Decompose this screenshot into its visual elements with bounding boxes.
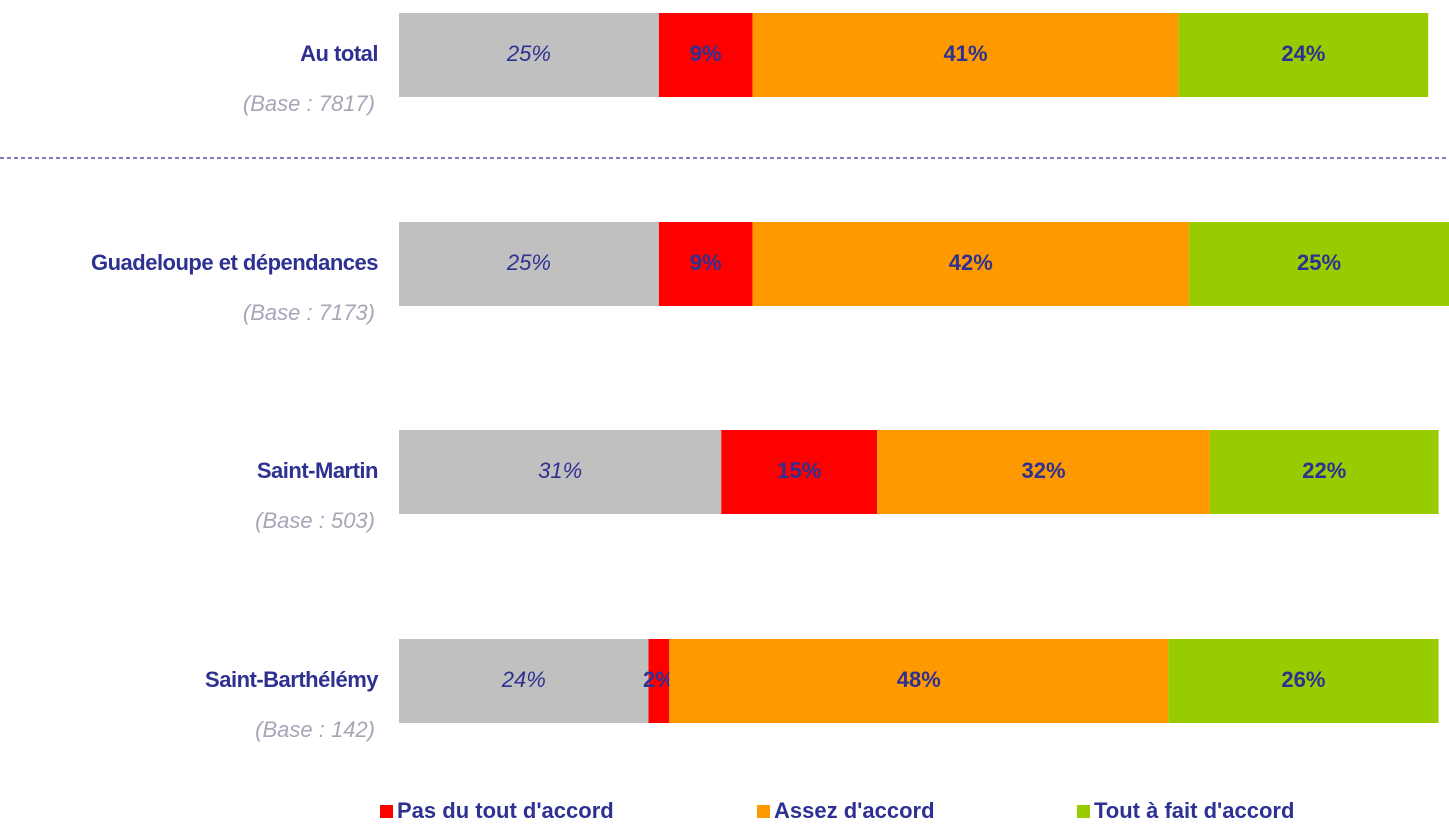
bar-segment <box>648 639 670 723</box>
value-label: 24% <box>501 667 546 692</box>
value-label: 26% <box>1281 667 1325 692</box>
value-label: 41% <box>944 41 988 66</box>
bar-segment <box>1209 430 1439 514</box>
base-label: (Base : 7173) <box>243 300 375 325</box>
legend-label: Tout à fait d'accord <box>1094 798 1294 823</box>
bar-segment <box>752 222 1190 306</box>
value-label: 32% <box>1022 458 1066 483</box>
bar-segment <box>658 222 753 306</box>
base-label: (Base : 142) <box>255 717 375 742</box>
bar-segment <box>1178 13 1429 97</box>
legend-swatch <box>1077 805 1090 818</box>
bar-segment <box>399 13 659 97</box>
category-label: Au total <box>300 41 378 66</box>
bar-segment <box>1189 222 1449 306</box>
value-label: 22% <box>1302 458 1346 483</box>
bar-segment <box>658 13 753 97</box>
bar-segment <box>752 13 1179 97</box>
value-label: 15% <box>777 458 821 483</box>
value-label: 25% <box>506 41 551 66</box>
value-label: 25% <box>1297 250 1341 275</box>
bar-segment <box>721 430 878 514</box>
category-label: Guadeloupe et dépendances <box>91 250 378 275</box>
bar-segment <box>399 639 649 723</box>
bar-segment <box>669 639 1169 723</box>
base-label: (Base : 503) <box>255 508 375 533</box>
bar-segment <box>1168 639 1439 723</box>
bar-segment <box>399 222 659 306</box>
bar-segment <box>399 430 722 514</box>
value-label: 25% <box>506 250 551 275</box>
value-label: 31% <box>538 458 582 483</box>
value-label: 24% <box>1281 41 1325 66</box>
value-label: 48% <box>897 667 941 692</box>
value-label: 42% <box>949 250 993 275</box>
base-label: (Base : 7817) <box>243 91 375 116</box>
bar-segment <box>877 430 1210 514</box>
value-label: 9% <box>690 250 722 275</box>
legend-label: Pas du tout d'accord <box>397 798 614 823</box>
value-label: 9% <box>690 41 722 66</box>
legend-swatch <box>380 805 393 818</box>
legend-label: Assez d'accord <box>774 798 935 823</box>
category-label: Saint-Barthélémy <box>205 667 379 692</box>
category-label: Saint-Martin <box>257 458 378 483</box>
legend-swatch <box>757 805 770 818</box>
